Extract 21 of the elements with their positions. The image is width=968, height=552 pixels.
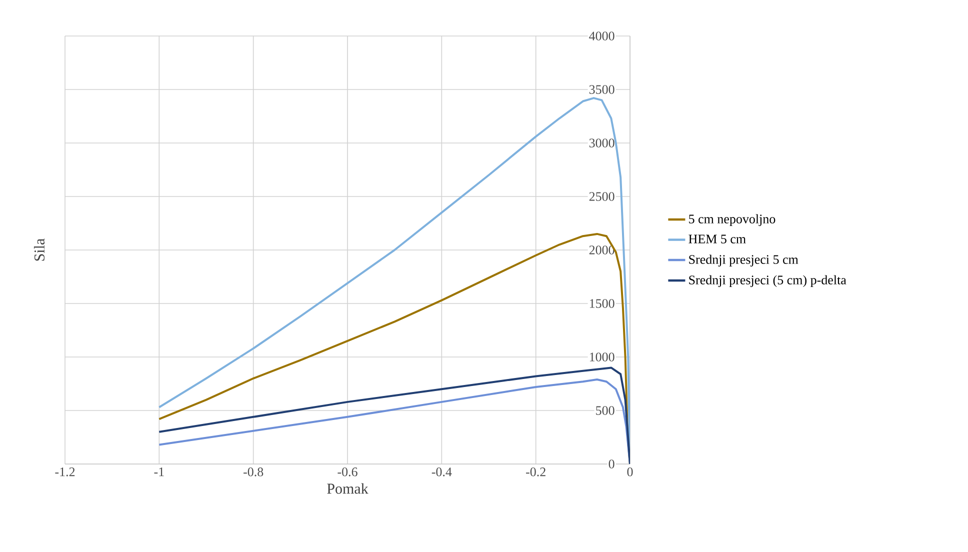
x-tick-label: -1.2 <box>55 468 75 476</box>
x-tick-label: -1 <box>154 468 164 476</box>
y-axis-title: Sila <box>34 238 45 261</box>
y-tick-label: 3500 <box>589 85 614 94</box>
x-tick-label: -0.2 <box>526 468 546 476</box>
x-tick-label: -0.4 <box>432 468 452 476</box>
y-tick-label: 0 <box>608 460 614 468</box>
x-tick-label: -0.8 <box>244 468 264 476</box>
y-tick-label: 3000 <box>589 138 614 148</box>
legend-label: Srednji presjeci 5 cm <box>689 254 798 267</box>
legend-label: 5 cm nepovoljno <box>689 214 776 226</box>
y-tick-label: 2500 <box>589 192 614 201</box>
y-tick-label: 1500 <box>590 299 614 308</box>
y-tick-label: 1000 <box>590 352 614 362</box>
legend-label: Srednji presjeci (5 cm) p-delta <box>689 275 846 288</box>
x-tick-label: -0.6 <box>338 468 358 476</box>
x-tick-label: 0 <box>627 468 633 476</box>
legend-label: HEM 5 cm <box>688 234 746 244</box>
y-tick-label: 500 <box>596 406 614 415</box>
x-axis-title: Pomak <box>327 483 368 494</box>
y-tick-label: 4000 <box>589 32 614 40</box>
